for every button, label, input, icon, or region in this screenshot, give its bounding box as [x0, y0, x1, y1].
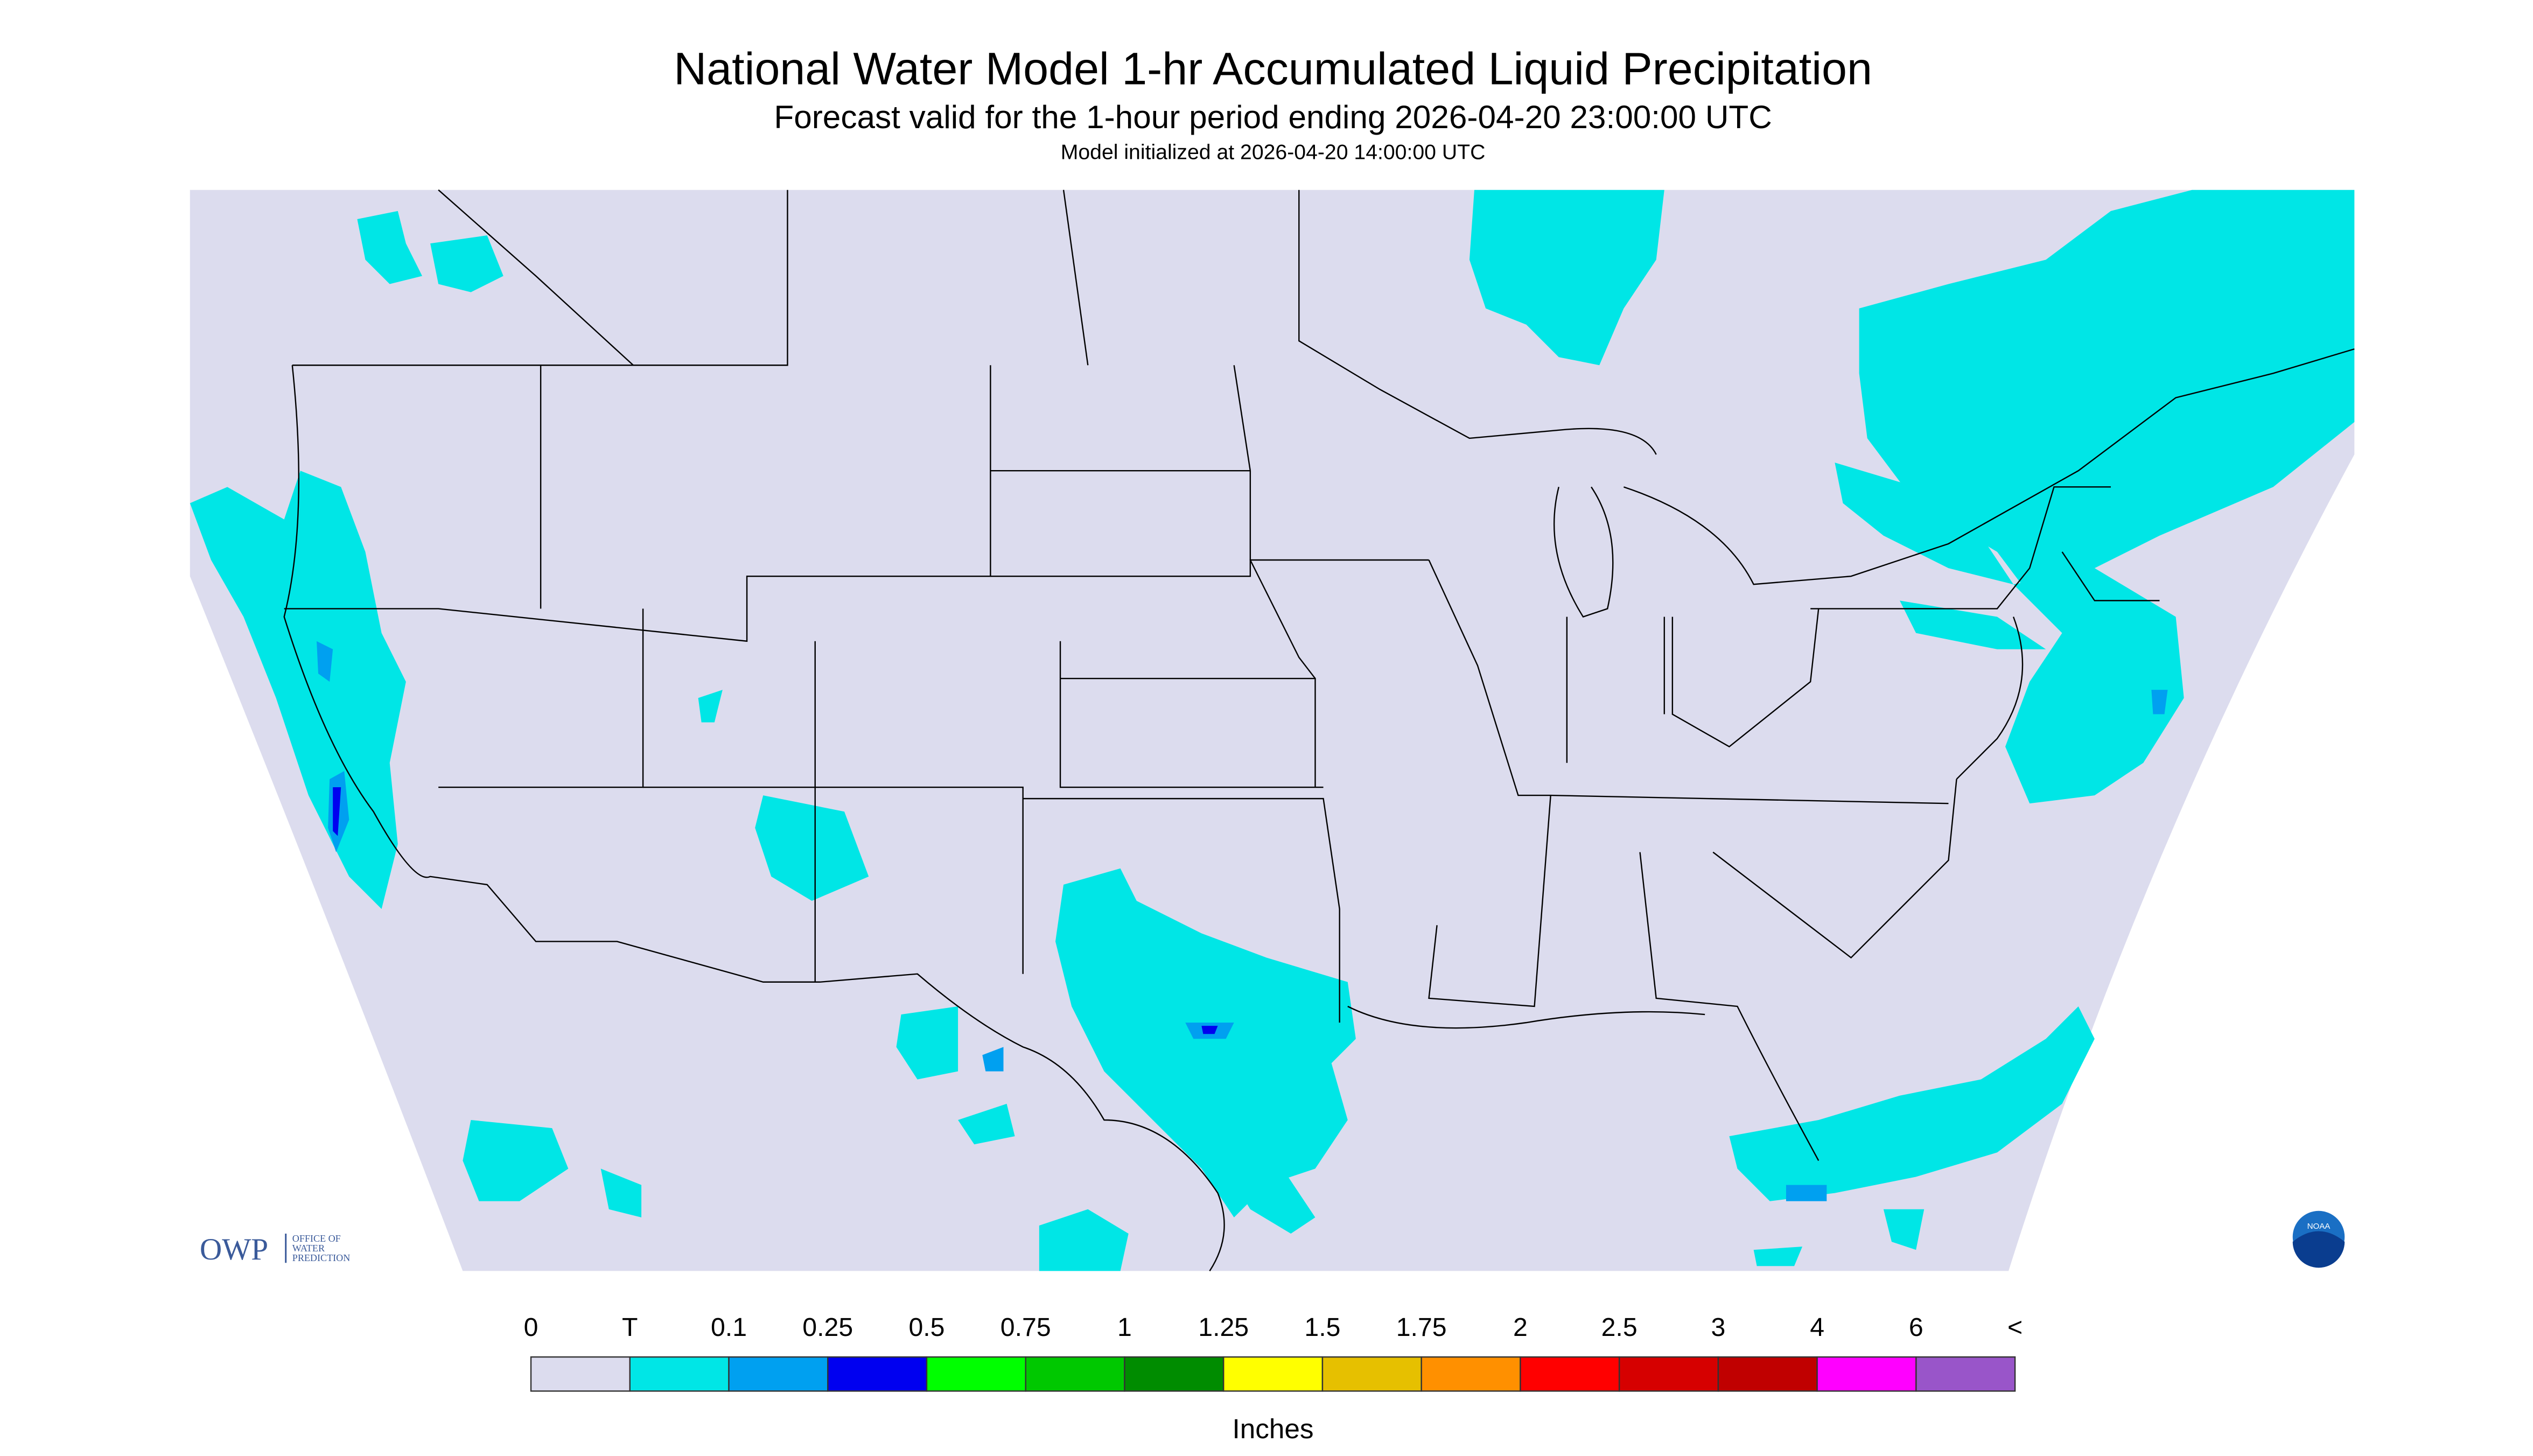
precip-core	[333, 787, 341, 836]
legend-swatch	[1321, 1356, 1422, 1392]
noaa-wave	[2292, 1231, 2345, 1268]
legend-swatch	[629, 1356, 730, 1392]
legend-label: 2	[1513, 1313, 1528, 1342]
legend-label: 6	[1909, 1313, 1923, 1342]
legend-label: 1	[1117, 1313, 1132, 1342]
legend-label: 2.5	[1601, 1313, 1638, 1342]
init-time: Model initialized at 2026-04-20 14:00:00…	[1061, 141, 1486, 164]
map	[190, 189, 2355, 1272]
legend-label: 0.75	[1000, 1313, 1051, 1342]
legend: 0 T 0.1 0.25 0.5 0.75 1 1.25 1.5 1.75 2 2.5 3 4 6 <	[524, 1313, 2023, 1392]
boundaries	[283, 189, 2355, 1272]
legend-label: 1.75	[1396, 1313, 1447, 1342]
legend-swatch	[1816, 1356, 1917, 1392]
legend-swatch	[827, 1356, 928, 1392]
legend-label: 0.1	[711, 1313, 747, 1342]
legend-swatch	[1618, 1356, 1719, 1392]
legend-swatch	[1124, 1356, 1224, 1392]
model-domain	[190, 190, 2355, 1271]
legend-swatch	[1222, 1356, 1324, 1392]
title: National Water Model 1-hr Accumulated Li…	[674, 44, 1872, 94]
logo-line: OFFICE OF	[292, 1233, 341, 1244]
noaa-logo: NOAA	[2292, 1210, 2345, 1268]
legend-swatch	[530, 1356, 631, 1392]
legend-swatch	[1520, 1356, 1620, 1392]
legend-label: 4	[1810, 1313, 1824, 1342]
legend-swatch	[1915, 1356, 2016, 1392]
legend-swatch	[1421, 1356, 1521, 1392]
legend-label: 1.5	[1304, 1313, 1340, 1342]
precip-areas	[190, 190, 2355, 1271]
legend-label: <	[2007, 1313, 2023, 1342]
subtitle: Forecast valid for the 1-hour period end…	[774, 99, 1772, 135]
legend-label: 0	[524, 1313, 538, 1342]
legend-label: 0.5	[908, 1313, 944, 1342]
legend-swatch	[728, 1356, 829, 1392]
precip-core	[1201, 1026, 1218, 1034]
legend-swatch	[1717, 1356, 1818, 1392]
owp-logo: OWP OFFICE OF WATER PREDICTION	[200, 1233, 350, 1266]
logo-line: WATER	[292, 1243, 325, 1254]
legend-swatch	[926, 1356, 1026, 1392]
logo-line: PREDICTION	[292, 1252, 350, 1263]
legend-label: 0.25	[802, 1313, 853, 1342]
legend-label: T	[622, 1313, 638, 1342]
legend-label: 3	[1711, 1313, 1725, 1342]
legend-swatch	[1025, 1356, 1125, 1392]
noaa-text: NOAA	[2307, 1222, 2331, 1231]
legend-label: 1.25	[1198, 1313, 1249, 1342]
legend-unit: Inches	[1233, 1413, 1314, 1444]
logo-mark: OWP	[200, 1233, 268, 1266]
